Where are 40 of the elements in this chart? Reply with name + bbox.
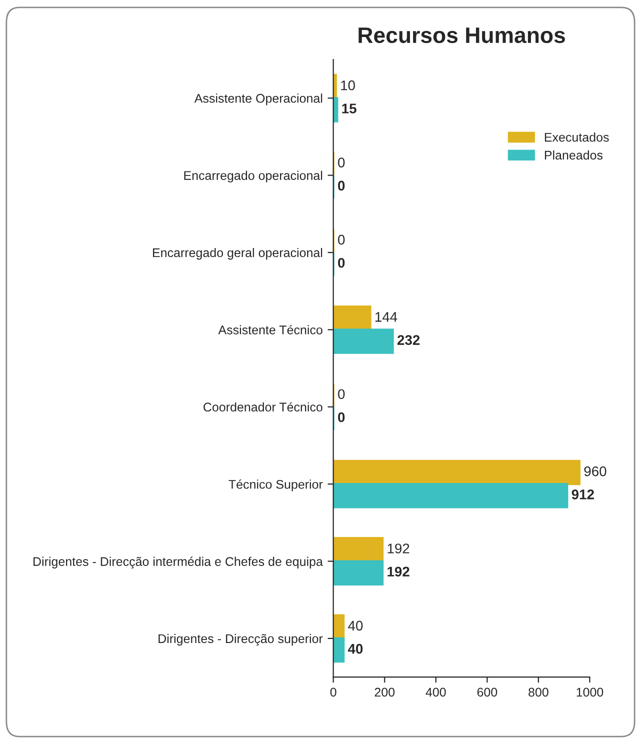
data-label: 40 xyxy=(348,644,363,654)
x-tick-label: 800 xyxy=(528,688,548,697)
bar xyxy=(333,328,394,354)
bar xyxy=(333,305,372,331)
x-tick-label: 0 xyxy=(330,688,336,697)
data-label: 192 xyxy=(388,566,410,577)
data-label: 0 xyxy=(338,234,345,245)
x-tick-label: 200 xyxy=(374,688,395,697)
chart-title: Recursos Humanos xyxy=(358,28,565,44)
data-label: 10 xyxy=(341,80,355,90)
legend-label: Planeados xyxy=(544,150,603,160)
data-label: 232 xyxy=(397,335,420,346)
data-label: 0 xyxy=(338,389,345,400)
bar xyxy=(333,460,581,486)
data-label: 144 xyxy=(375,312,398,322)
y-tick-label: Assistente Operacional xyxy=(194,94,322,106)
data-label: 0 xyxy=(338,180,345,191)
bar xyxy=(333,560,384,586)
y-tick-label: Encarregado operacional xyxy=(184,170,322,182)
data-label: 15 xyxy=(342,104,356,114)
y-tick-label: Assistente Técnico xyxy=(218,325,322,334)
data-label: 192 xyxy=(388,544,410,554)
y-tick-label: Técnico Superior xyxy=(228,479,323,492)
y-tick-label: Dirigentes - Direcção superior xyxy=(158,634,323,646)
bar xyxy=(333,637,345,663)
x-tick-label: 600 xyxy=(477,688,498,697)
x-tick-label: 400 xyxy=(426,688,446,697)
y-tick-label: Coordenador Técnico xyxy=(204,402,322,412)
data-label: 40 xyxy=(348,620,363,631)
data-label: 0 xyxy=(338,258,345,268)
data-label: 960 xyxy=(584,466,606,476)
data-label: 912 xyxy=(572,490,594,500)
data-label: 0 xyxy=(338,412,345,422)
x-tick-label: 1000 xyxy=(576,688,604,697)
data-label: 0 xyxy=(338,158,345,168)
legend-label: Executados xyxy=(544,132,609,142)
bar xyxy=(333,537,384,562)
bar xyxy=(333,483,568,508)
y-tick-label: Dirigentes - Direcção intermédia e Chefes de equipa xyxy=(34,556,323,569)
y-tick-label: Encarregado geral operacional xyxy=(152,248,322,260)
